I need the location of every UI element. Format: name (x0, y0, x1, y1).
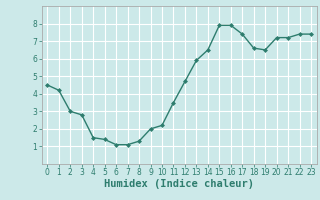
X-axis label: Humidex (Indice chaleur): Humidex (Indice chaleur) (104, 179, 254, 189)
